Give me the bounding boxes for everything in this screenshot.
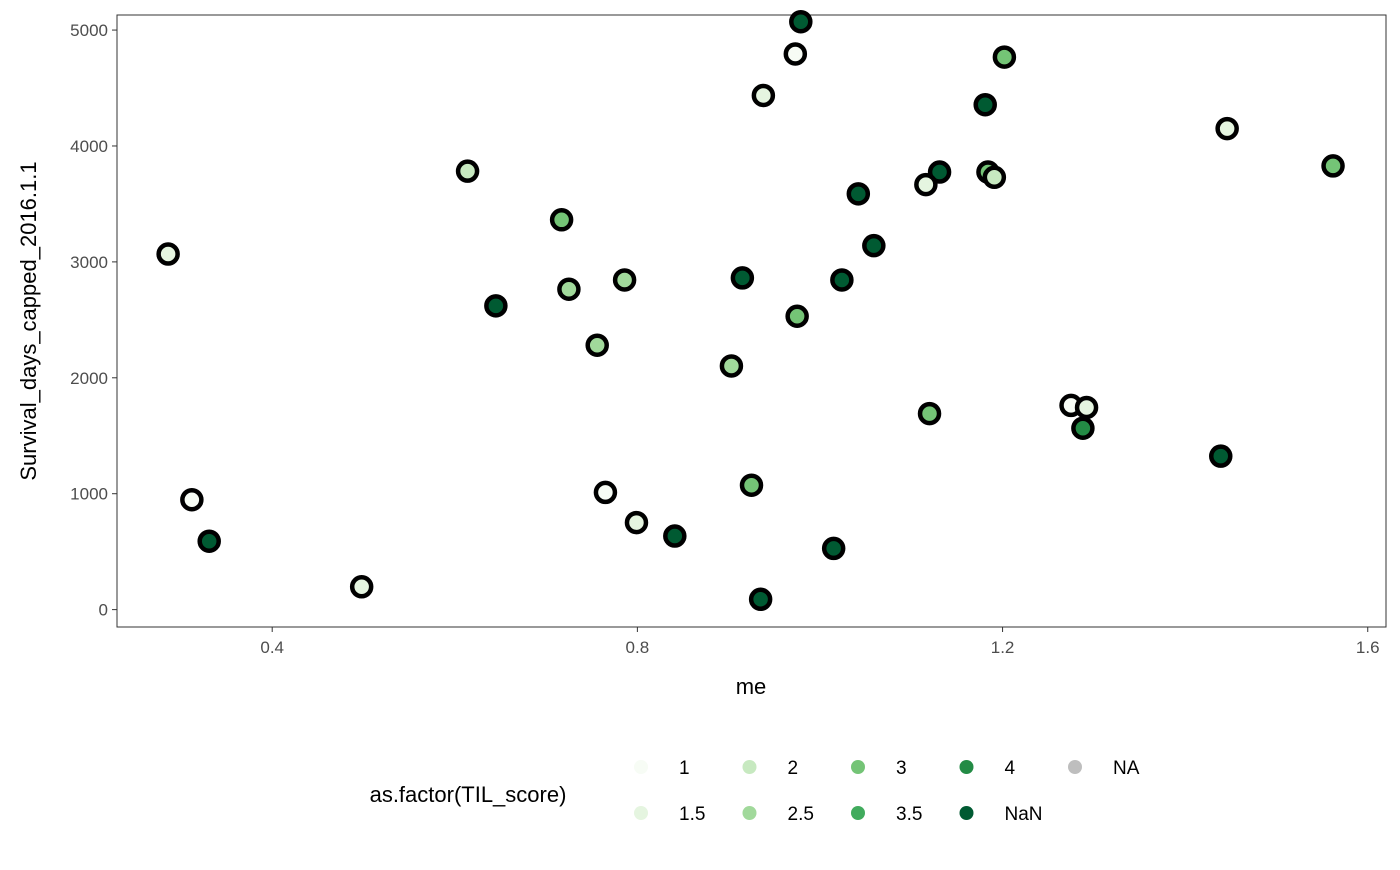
y-tick-label: 5000 [70, 21, 108, 40]
data-point [484, 294, 508, 318]
legend-label: NA [1113, 758, 1140, 779]
data-point [156, 242, 180, 266]
legend-label: 2.5 [788, 804, 814, 825]
axes: 0.4 0.8 1.2 1.6 0 1000 2000 3000 4000 5000 [70, 21, 1379, 657]
plot-panel [116, 14, 1387, 628]
legend-label: 2 [788, 758, 799, 779]
data-point [612, 268, 637, 292]
y-tick-label: 4000 [70, 137, 108, 156]
data-point [1074, 395, 1099, 420]
legend-key [634, 760, 648, 774]
data-point [593, 480, 618, 505]
data-point [789, 9, 813, 34]
legend-label: 1 [679, 758, 690, 779]
data-point [739, 473, 764, 497]
x-tick-label: 1.2 [991, 638, 1015, 657]
data-point [846, 182, 871, 206]
data-point [917, 401, 942, 426]
data-point [1215, 116, 1239, 141]
data-point [992, 45, 1017, 69]
data-point [783, 42, 808, 66]
data-point [557, 277, 581, 301]
y-axis-label: Survival_days_capped_2016.1.1 [16, 161, 41, 480]
legend-label: NaN [1005, 804, 1043, 825]
data-point [862, 233, 886, 258]
legend-key [959, 806, 974, 820]
data-point [585, 333, 609, 357]
y-tick-label: 2000 [70, 369, 108, 388]
legend-key [1068, 760, 1082, 774]
legend-label: 3 [896, 758, 907, 779]
data-point [455, 159, 480, 183]
y-tick-label: 1000 [70, 485, 108, 504]
data-point [197, 529, 221, 553]
data-point [180, 487, 204, 512]
data-point [1071, 416, 1095, 440]
legend-key [742, 760, 757, 774]
data-point [914, 172, 938, 197]
data-point [549, 208, 574, 232]
legend-key [851, 760, 865, 774]
data-point [719, 354, 744, 378]
data-point [1209, 444, 1233, 468]
data-point [1321, 154, 1345, 178]
legend-key [959, 760, 974, 774]
data-point [663, 524, 687, 548]
data-point [830, 268, 854, 292]
points-layer [156, 9, 1345, 612]
data-point [785, 304, 809, 328]
data-point [927, 160, 952, 184]
x-tick-label: 0.4 [260, 638, 284, 657]
legend-key [851, 806, 865, 820]
y-tick-label: 0 [99, 601, 108, 620]
legend: 1 1.5 2 2.5 3 3.5 4 NaN NA [634, 758, 1140, 825]
data-point [349, 575, 374, 599]
data-point [730, 266, 755, 290]
x-tick-label: 0.8 [626, 638, 650, 657]
data-point [821, 536, 846, 561]
x-tick-label: 1.6 [1356, 638, 1380, 657]
legend-label: 4 [1005, 758, 1016, 779]
data-point [748, 587, 773, 612]
data-point [973, 92, 997, 117]
data-point [982, 165, 1007, 190]
legend-label: 1.5 [679, 804, 705, 825]
x-axis-label: me [736, 674, 767, 699]
legend-title: as.factor(TIL_score) [370, 782, 567, 807]
legend-key [742, 806, 757, 820]
data-point [624, 510, 649, 535]
legend-label: 3.5 [896, 804, 922, 825]
y-tick-label: 3000 [70, 253, 108, 272]
data-point [751, 83, 776, 108]
legend-key [634, 806, 648, 820]
